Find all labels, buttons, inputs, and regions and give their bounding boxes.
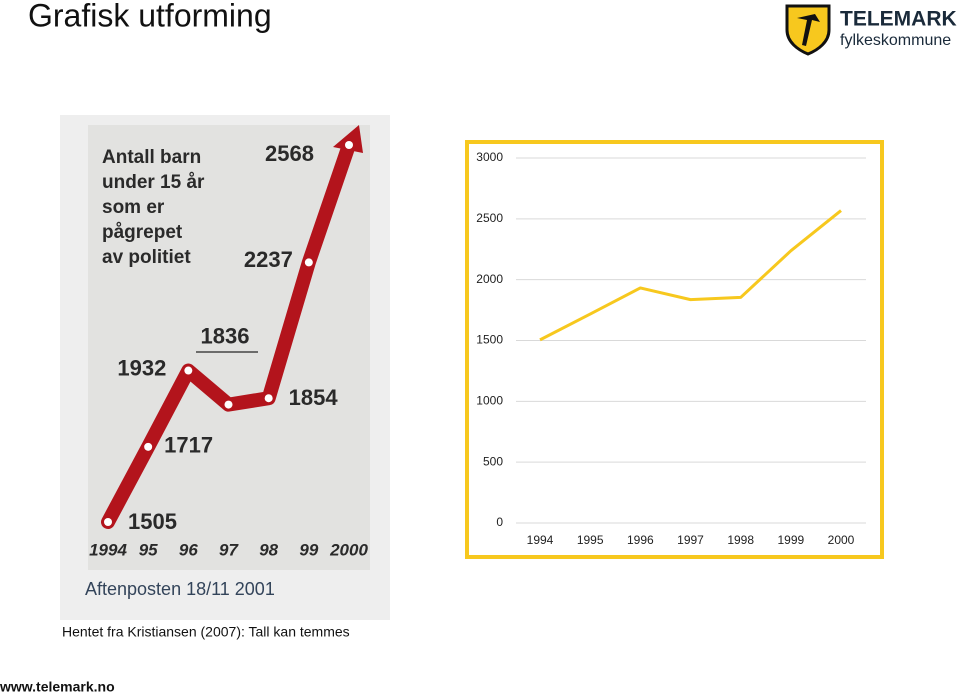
clipping-panel	[88, 125, 370, 570]
clip-x-label: 95	[139, 540, 158, 559]
chart-frame	[465, 140, 884, 559]
logo-sub: fylkeskommune	[840, 32, 951, 49]
y-tick-label: 2500	[476, 211, 503, 225]
slide-title: Grafisk utforming	[28, 0, 272, 33]
y-tick-label: 2000	[476, 272, 503, 286]
clip-title-line: av politiet	[102, 247, 191, 268]
clip-x-label: 97	[219, 540, 239, 559]
clip-data-label: 1717	[164, 433, 213, 458]
clip-title-line: Antall barn	[102, 147, 201, 168]
clip-point	[264, 394, 273, 403]
clip-x-label: 2000	[329, 540, 368, 559]
clip-title-line: som er	[102, 197, 165, 218]
clip-point	[304, 258, 313, 267]
clip-x-label: 98	[259, 540, 278, 559]
x-tick-label: 1996	[627, 533, 654, 547]
clip-point	[184, 366, 193, 375]
newspaper-chart: Antall barn under 15 år som er pågrepet av p…	[85, 125, 368, 599]
clip-data-label: 2568	[265, 141, 314, 166]
x-tick-label: 2000	[828, 533, 855, 547]
logo: TELEMARK fylkeskommune	[785, 4, 957, 56]
clip-x-label: 99	[299, 540, 318, 559]
clip-x-label: 1994	[89, 540, 127, 559]
x-tick-label: 1999	[777, 533, 804, 547]
clip-source: Aftenposten 18/11 2001	[85, 579, 275, 599]
clip-point	[104, 518, 112, 526]
y-tick-label: 1500	[476, 333, 503, 347]
clip-data-label: 2237	[244, 247, 293, 272]
logo-axe	[797, 14, 820, 46]
clip-x-label: 96	[179, 540, 198, 559]
x-tick-label: 1994	[527, 533, 554, 547]
y-tick-label: 500	[483, 454, 503, 468]
clip-title-line: pågrepet	[102, 222, 183, 243]
clip-title-line: under 15 år	[102, 172, 205, 193]
logo-name: TELEMARK	[840, 8, 957, 31]
line-chart: 0 500 1000 1500 2000 2500 3000 1994 1995 1996 1997…	[476, 150, 866, 547]
clip-point	[144, 442, 153, 451]
data-line	[539, 209, 842, 342]
clip-point	[345, 141, 353, 149]
clip-point	[224, 400, 233, 409]
caption: Hentet fra Kristiansen (2007): Tall kan …	[62, 624, 350, 640]
clip-data-label: 1505	[128, 509, 177, 534]
y-tick-label: 1000	[476, 394, 503, 408]
y-tick-label: 3000	[476, 150, 503, 164]
clip-data-label: 1854	[289, 385, 339, 410]
footer: www.telemark.no	[0, 679, 115, 695]
clip-arrowhead	[333, 125, 363, 153]
clip-data-label: 1932	[117, 355, 166, 380]
y-tick-label: 0	[496, 515, 503, 529]
x-tick-label: 1998	[727, 533, 754, 547]
clip-data-label: 1836	[201, 323, 250, 348]
x-tick-label: 1997	[677, 533, 704, 547]
x-tick-label: 1995	[577, 533, 604, 547]
